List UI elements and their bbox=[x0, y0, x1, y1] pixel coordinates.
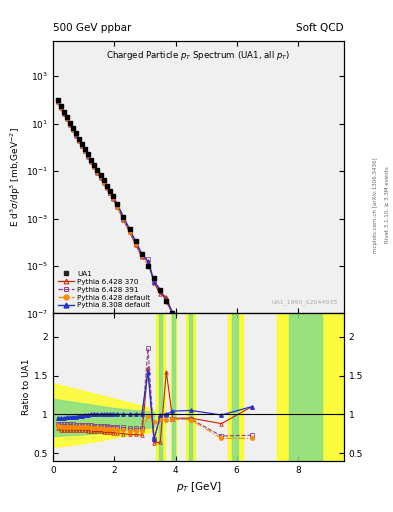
Y-axis label: Ratio to UA1: Ratio to UA1 bbox=[22, 359, 31, 415]
Bar bbox=[171, 313, 176, 461]
Text: UA1_1990_S2044935: UA1_1990_S2044935 bbox=[272, 300, 338, 305]
Text: mcplots.cern.ch [arXiv:1306.3436]: mcplots.cern.ch [arXiv:1306.3436] bbox=[373, 157, 378, 252]
Bar bbox=[173, 313, 174, 461]
Text: Charged Particle $p_T$ Spectrum (UA1, all $p_T$): Charged Particle $p_T$ Spectrum (UA1, al… bbox=[106, 49, 291, 62]
Text: 500 GeV ppbar: 500 GeV ppbar bbox=[53, 23, 131, 33]
Bar bbox=[186, 313, 195, 461]
Bar bbox=[156, 313, 165, 461]
Bar bbox=[277, 313, 344, 461]
Bar bbox=[159, 313, 162, 461]
Bar bbox=[228, 313, 243, 461]
Bar bbox=[232, 313, 238, 461]
Bar bbox=[189, 313, 192, 461]
Text: Soft QCD: Soft QCD bbox=[296, 23, 344, 33]
Legend: UA1, Pythia 6.428 370, Pythia 6.428 391, Pythia 6.428 default, Pythia 8.308 defa: UA1, Pythia 6.428 370, Pythia 6.428 391,… bbox=[55, 268, 153, 311]
Y-axis label: E d$^3\sigma$/dp$^3$ [mb,GeV$^{-2}$]: E d$^3\sigma$/dp$^3$ [mb,GeV$^{-2}$] bbox=[9, 127, 23, 227]
Text: Rivet 3.1.10, ≥ 3.3M events: Rivet 3.1.10, ≥ 3.3M events bbox=[385, 166, 389, 243]
Bar bbox=[289, 313, 322, 461]
X-axis label: $p_T$ [GeV]: $p_T$ [GeV] bbox=[176, 480, 221, 494]
